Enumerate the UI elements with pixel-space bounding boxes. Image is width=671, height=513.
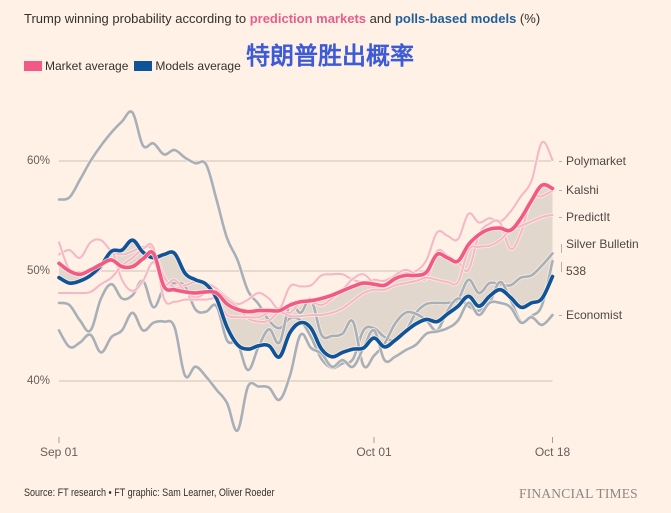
x-axis-ticks — [58, 437, 553, 443]
brand-logo: FINANCIAL TIMES — [519, 486, 638, 501]
series-label-kalshi: Kalshi — [566, 183, 599, 197]
legend-swatch-market-average — [24, 61, 42, 71]
series-line-models-average — [57, 238, 555, 359]
series-silver-bulletin — [56, 109, 555, 371]
spread-band-layer — [59, 184, 553, 358]
series-label-polymarket: Polymarket — [566, 154, 627, 168]
x-tick-label: Oct 18 — [534, 445, 571, 459]
series-polymarket — [57, 140, 555, 311]
series-label-538: 538 — [566, 264, 587, 278]
series-lines — [56, 109, 556, 433]
series-market-average — [56, 182, 556, 315]
x-tick-label: Sep 01 — [39, 445, 79, 459]
series-line-silver-bulletin — [57, 110, 554, 370]
label-leader-kalshi — [559, 190, 562, 191]
label-bracket-silver-bulletin — [561, 244, 562, 253]
series-line-polymarket — [58, 140, 554, 310]
chart-title: Trump winning probability according to p… — [24, 11, 540, 26]
overlay-caption: 特朗普胜出概率 — [246, 42, 414, 70]
title-mid: and — [366, 11, 395, 26]
series-line-market-average — [57, 182, 555, 314]
legend-item-market-average: Market average — [24, 59, 128, 73]
label-leader-predictit — [559, 217, 562, 218]
title-prefix: Trump winning probability according to — [24, 11, 250, 26]
legend-item-models-average: Models average — [134, 59, 241, 73]
x-tick-label: Oct 01 — [356, 445, 392, 459]
legend-swatch-models-average — [134, 61, 153, 71]
series-label-economist: Economist — [566, 308, 623, 322]
title-suffix: (%) — [516, 11, 541, 26]
series-economist — [56, 299, 555, 433]
title-markets-highlight: prediction markets — [249, 11, 367, 26]
legend-label: Market average — [45, 59, 129, 73]
y-tick-label: 50% — [26, 265, 50, 277]
y-tick-label: 40% — [26, 375, 50, 387]
legend-label: Models average — [155, 59, 241, 73]
series-label-silver-bulletin: Silver Bulletin — [566, 237, 639, 251]
series-models-average — [56, 237, 556, 360]
source-note: Source: FT research • FT graphic: Sam Le… — [24, 487, 275, 499]
spread-band — [59, 184, 553, 358]
series-line-economist — [57, 300, 554, 432]
label-leader-polymarket — [559, 161, 562, 162]
label-leader-economist — [559, 315, 562, 316]
y-tick-label: 60% — [26, 155, 50, 167]
series-label-predictit: PredictIt — [566, 210, 611, 224]
chart-legend: Market average Models average — [24, 59, 247, 73]
title-models-highlight: polls-based models — [394, 11, 517, 26]
label-bracket-538 — [561, 262, 562, 272]
